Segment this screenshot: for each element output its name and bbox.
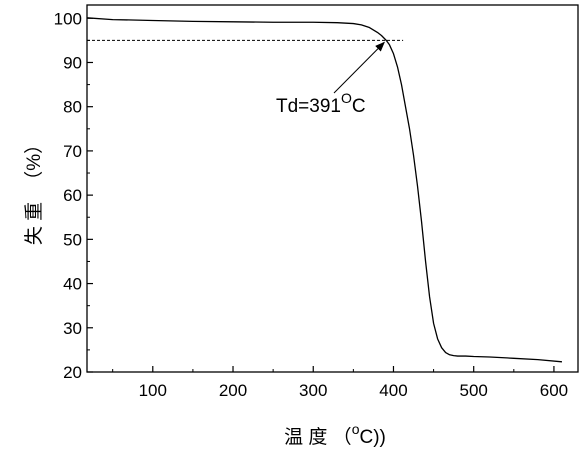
- x-tick-label: 400: [379, 381, 407, 400]
- x-axis-label-suffix: C)): [359, 427, 385, 448]
- td-annotation: Td=391OC: [276, 90, 366, 117]
- plot-frame: [86, 4, 579, 373]
- x-axis-label-degree: o: [352, 421, 360, 437]
- y-tick-label: 70: [63, 142, 82, 161]
- x-axis-ticks: 100 200 300 400 500 600: [112, 366, 568, 400]
- y-axis-label: 失 重 （%）: [23, 135, 45, 245]
- svg-text:失 重（%）: 失 重 （%）: [23, 135, 45, 245]
- y-tick-label: 90: [63, 53, 82, 72]
- x-tick-label: 200: [219, 381, 247, 400]
- y-tick-label: 60: [63, 186, 82, 205]
- y-tick-label: 80: [63, 98, 82, 117]
- x-tick-label: 100: [139, 381, 167, 400]
- x-axis-label-prefix: 温 度 （: [284, 426, 352, 448]
- y-axis-label-prefix: 失 重: [23, 202, 45, 245]
- td-arrow: [333, 41, 385, 94]
- y-tick-label: 100: [54, 9, 82, 28]
- y-tick-label: 20: [63, 363, 82, 382]
- x-tick-label: 600: [540, 381, 568, 400]
- weight-loss-curve: [86, 17, 563, 363]
- y-tick-label: 30: [63, 319, 82, 338]
- y-tick-label: 40: [63, 275, 82, 294]
- y-axis-label-suffix: （%）: [23, 135, 45, 190]
- td-annotation-degree: O: [341, 90, 352, 106]
- x-tick-label: 300: [299, 381, 327, 400]
- x-axis-label: 温 度 （oC)): [284, 421, 386, 448]
- td-annotation-suffix: C: [352, 96, 366, 117]
- td-annotation-prefix: Td=391: [276, 96, 341, 117]
- plot-marks: [86, 17, 563, 363]
- y-axis-ticks: 20 30 40 50 60 70 80 90 100: [54, 9, 93, 382]
- x-tick-label: 500: [460, 381, 488, 400]
- y-tick-label: 50: [63, 230, 82, 249]
